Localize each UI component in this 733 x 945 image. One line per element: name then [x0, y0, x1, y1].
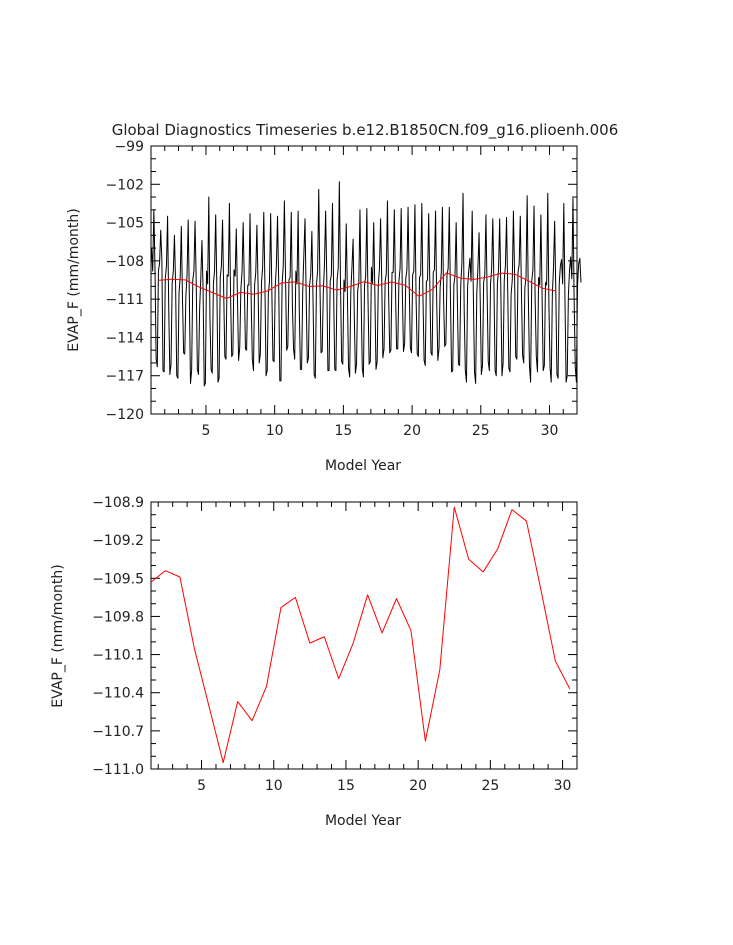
- x-tick-label: 30: [554, 778, 572, 794]
- y-tick-label: −114: [106, 330, 145, 346]
- y-tick-label: −102: [106, 177, 144, 193]
- annual-mean-series-line: [157, 272, 557, 299]
- bottom-x-axis-label: Model Year: [325, 813, 401, 829]
- y-tick-label: −109.5: [92, 571, 144, 587]
- y-tick-label: −111: [106, 292, 144, 308]
- chart-title: Global Diagnostics Timeseries b.e12.B185…: [112, 121, 619, 140]
- y-tick-label: −110.4: [92, 686, 144, 702]
- x-tick-label: 15: [334, 423, 352, 439]
- y-tick-label: −105: [106, 216, 144, 232]
- y-tick-label: −109.8: [92, 609, 144, 625]
- y-tick-label: −111.0: [92, 762, 144, 778]
- x-tick-label: 15: [337, 778, 355, 794]
- y-tick-label: −108.9: [92, 495, 144, 511]
- x-tick-label: 5: [202, 423, 211, 439]
- monthly-series-line: [151, 181, 582, 387]
- x-tick-label: 20: [403, 423, 421, 439]
- y-tick-label: −109.2: [92, 533, 144, 549]
- y-tick-label: −99: [114, 139, 144, 155]
- top-x-axis-label: Model Year: [325, 458, 401, 474]
- top-series-group: [151, 181, 582, 387]
- bottom-plot-frame: [150, 501, 578, 770]
- x-tick-label: 20: [409, 778, 427, 794]
- bottom-y-axis-label: EVAP_F (mm/month): [50, 564, 66, 707]
- bottom-axis-ticks: −111.0 −110.7 −110.4 −110.1 −109.8 −109.5 −109…: [92, 495, 578, 794]
- bottom-panel: −111.0 −110.7 −110.4 −110.1 −109.8 −109.5 −109…: [50, 495, 578, 829]
- y-tick-label: −110.1: [92, 648, 144, 664]
- x-tick-label: 5: [197, 778, 206, 794]
- y-tick-label: −108: [106, 254, 144, 270]
- top-plot-frame: [150, 145, 578, 415]
- annual-mean-series-line: [150, 506, 571, 764]
- x-tick-label: 25: [481, 778, 499, 794]
- y-tick-label: −120: [106, 407, 144, 423]
- y-tick-label: −110.7: [92, 724, 144, 740]
- top-axis-ticks: −120 −117 −114 −111 −108 −105 −102 −99 5 10 15 20 25…: [106, 139, 578, 439]
- x-tick-label: 10: [265, 778, 283, 794]
- y-tick-label: −117: [106, 369, 144, 385]
- x-tick-label: 25: [472, 423, 490, 439]
- top-y-axis-label: EVAP_F (mm/month): [66, 208, 82, 351]
- top-panel: Global Diagnostics Timeseries b.e12.B185…: [66, 121, 618, 474]
- x-tick-label: 10: [266, 423, 284, 439]
- x-tick-label: 30: [541, 423, 559, 439]
- bottom-series-group: [150, 506, 571, 764]
